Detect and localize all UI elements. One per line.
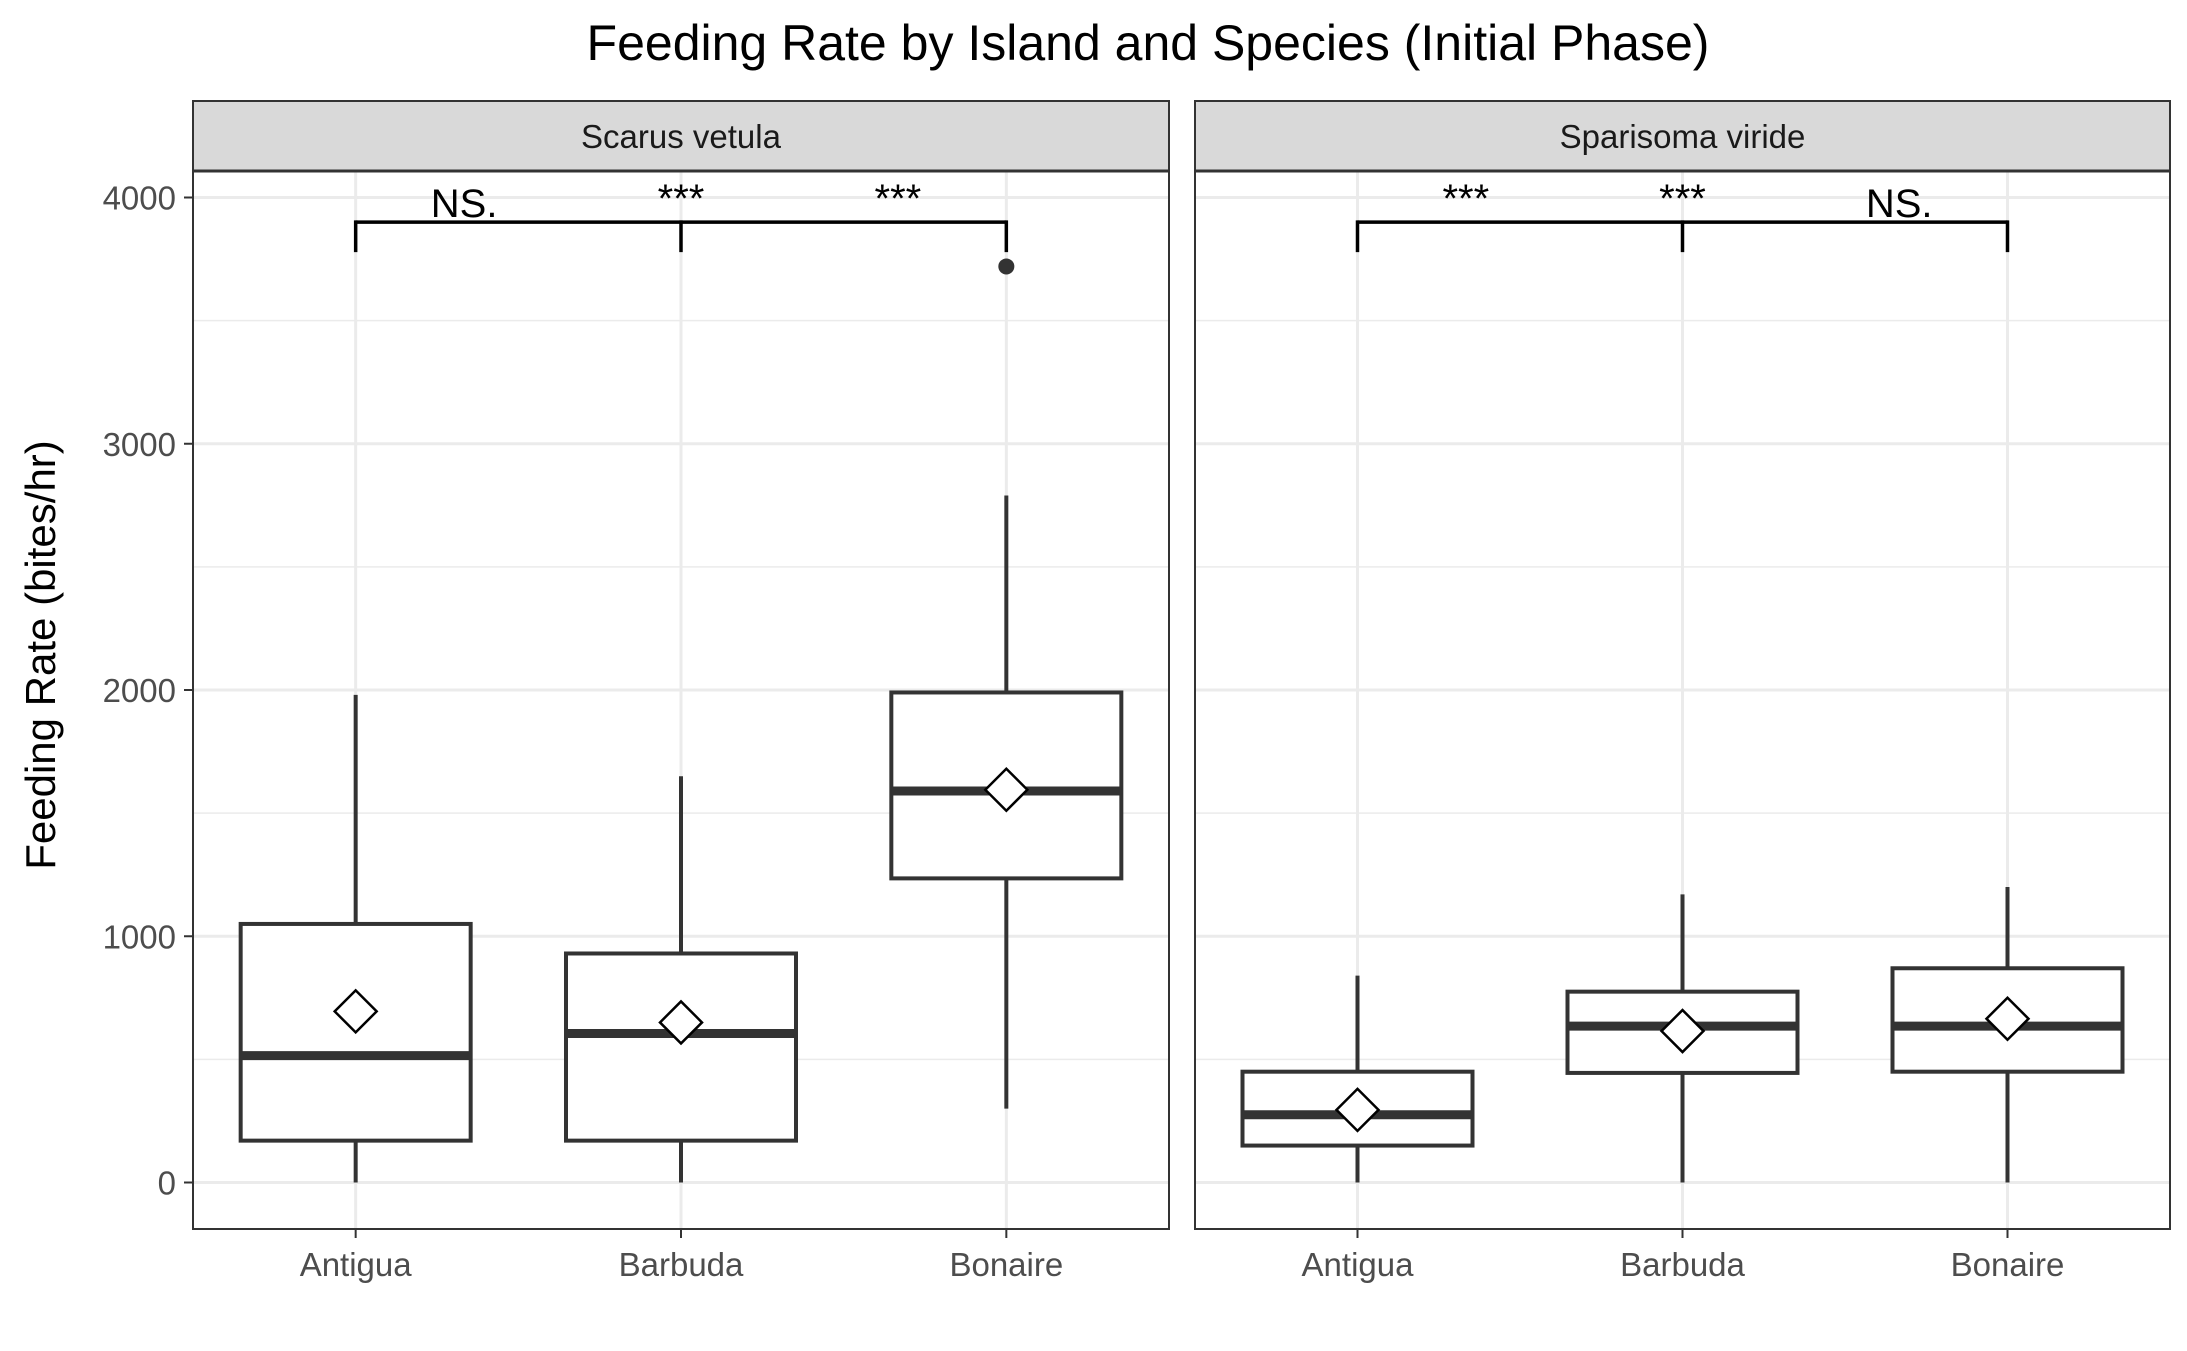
boxplot-bonaire bbox=[1890, 887, 2125, 1183]
mean-marker bbox=[1984, 995, 2031, 1042]
boxplot-antigua bbox=[238, 694, 473, 1183]
significance-label: NS. bbox=[1866, 182, 1933, 226]
x-tick-label: Barbuda bbox=[1620, 1246, 1745, 1283]
mean-marker bbox=[332, 988, 379, 1035]
boxplot-antigua bbox=[1240, 975, 1475, 1183]
x-tick-label: Bonaire bbox=[949, 1246, 1063, 1283]
outlier-point bbox=[998, 258, 1015, 275]
y-tick-label: 2000 bbox=[103, 672, 176, 709]
y-axis-label: Feeding Rate (bites/hr) bbox=[17, 440, 64, 870]
boxplot-barbuda bbox=[564, 776, 798, 1183]
mean-marker bbox=[1659, 1008, 1706, 1054]
mean-marker bbox=[658, 999, 704, 1046]
x-tick-label: Bonaire bbox=[1951, 1246, 2065, 1283]
facet-strip bbox=[192, 100, 1170, 172]
y-tick-label: 3000 bbox=[103, 426, 176, 463]
panel-2: *** *** NS. Sparisoma viride Antigua Barbuda B… bbox=[1194, 100, 2171, 1283]
iqr-box bbox=[564, 951, 798, 1143]
boxplot-barbuda bbox=[1565, 894, 1800, 1183]
boxplot-bonaire bbox=[889, 258, 1124, 1109]
significance-label: NS. bbox=[431, 182, 498, 226]
facet-strip bbox=[1194, 100, 2171, 172]
y-tick-label: 1000 bbox=[103, 918, 176, 955]
mean-marker bbox=[1334, 1087, 1381, 1133]
mean-marker bbox=[983, 766, 1030, 813]
facet-strip-label: Sparisoma viride bbox=[1560, 118, 1806, 155]
x-tick-label: Barbuda bbox=[619, 1246, 744, 1283]
significance-label: *** bbox=[1442, 177, 1489, 221]
x-tick-label: Antigua bbox=[300, 1246, 413, 1283]
panel-1: NS. *** *** Scarus vetula Antigua Barbuda Bona… bbox=[192, 100, 1170, 1283]
chart-title: Feeding Rate by Island and Species (Init… bbox=[587, 15, 1710, 71]
y-tick-label: 4000 bbox=[103, 180, 176, 217]
x-tick-label: Antigua bbox=[1302, 1246, 1415, 1283]
y-tick-label: 0 bbox=[158, 1165, 176, 1202]
significance-label: *** bbox=[658, 177, 705, 221]
panels-layer: NS. *** *** Scarus vetula Antigua Barbuda Bona… bbox=[103, 100, 2171, 1283]
significance-label: *** bbox=[875, 177, 922, 221]
significance-label: *** bbox=[1659, 177, 1706, 221]
facet-strip-label: Scarus vetula bbox=[581, 118, 782, 155]
iqr-box bbox=[889, 690, 1124, 881]
